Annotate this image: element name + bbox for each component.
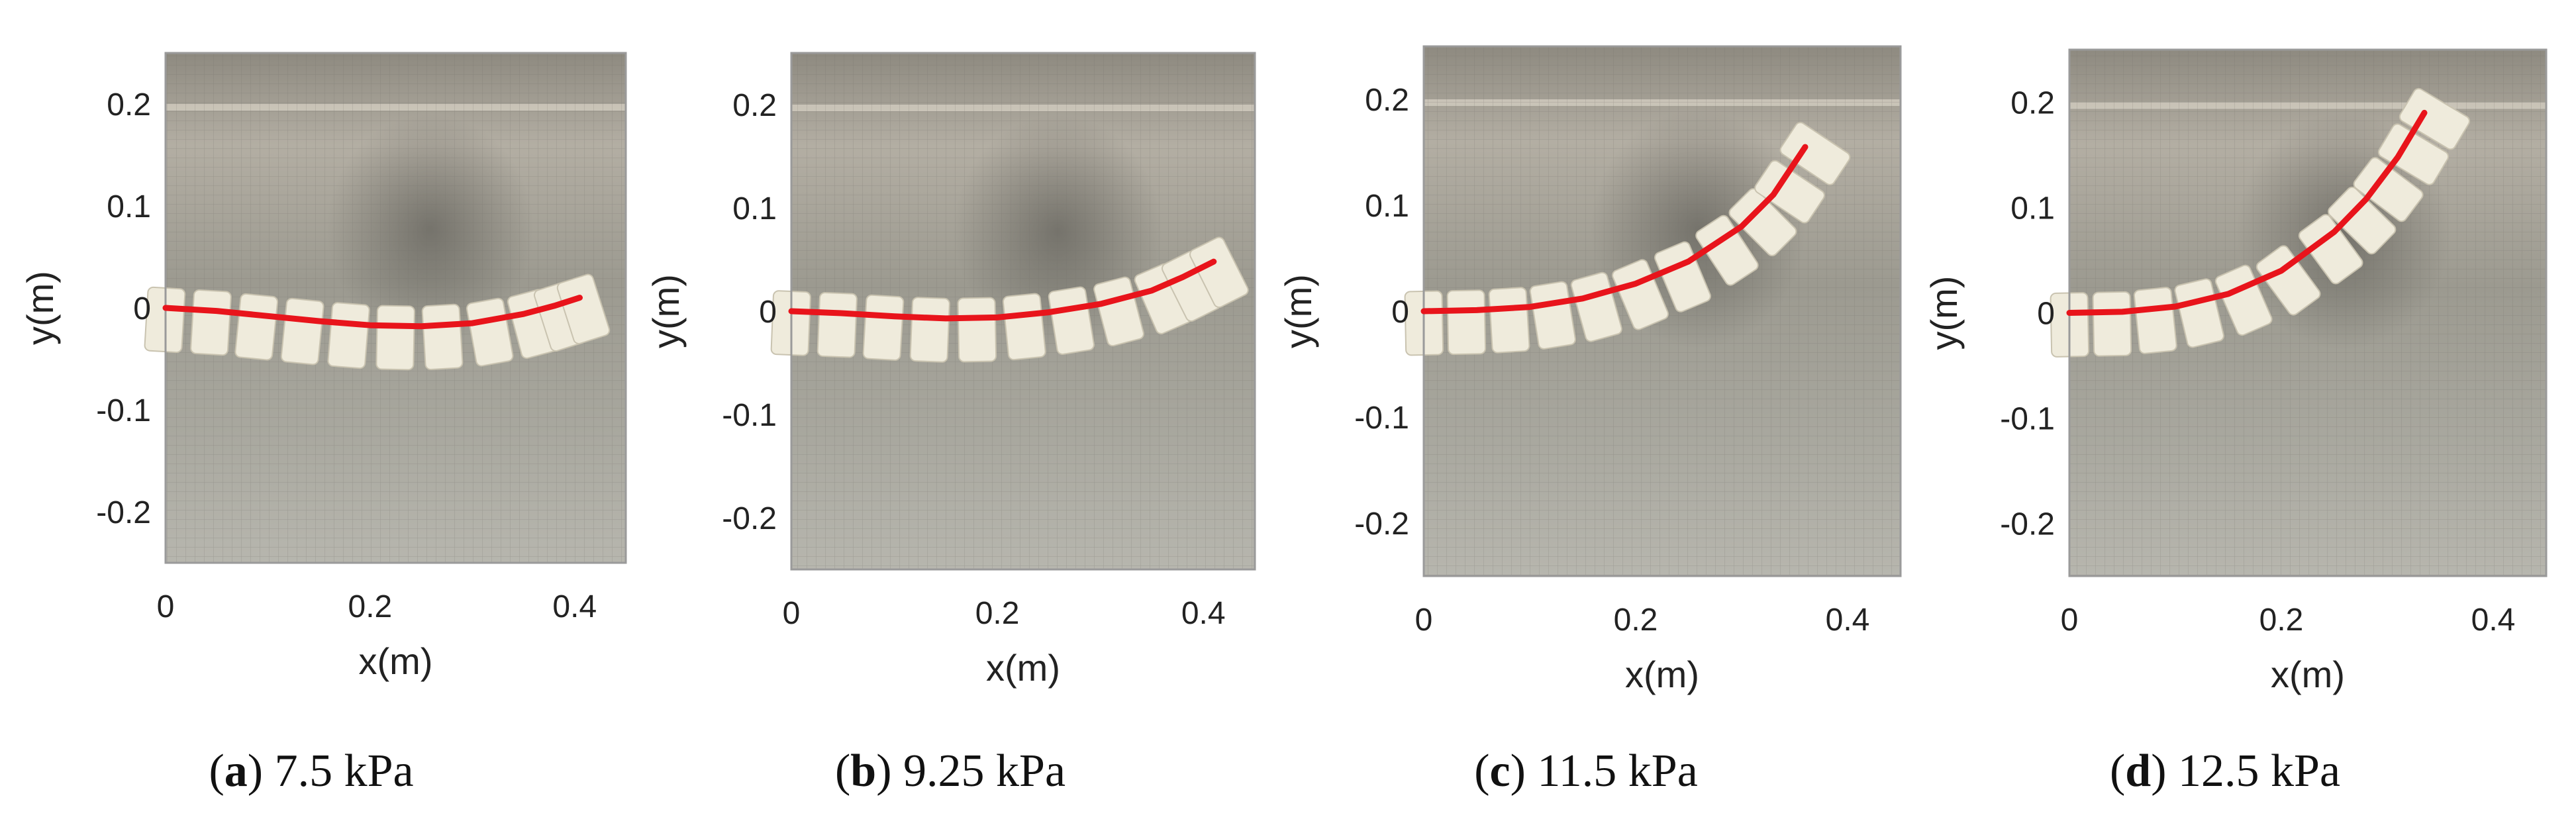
caption-pressure: 12.5 kPa — [2178, 746, 2341, 797]
actuator-segment — [280, 297, 324, 365]
actuator-segment — [1754, 160, 1825, 224]
y-tick-label: 0.1 — [732, 191, 777, 226]
x-tick-label: 0.2 — [975, 596, 1020, 631]
actuator-segment — [817, 292, 858, 358]
actuator-segment — [2298, 214, 2363, 285]
actuator-segment — [1488, 287, 1530, 354]
subfigure-caption-d: (d) 12.5 kPa — [2109, 746, 2341, 797]
y-tick-label: 0.2 — [2010, 86, 2055, 121]
chart-panel-b: 0.2 0.1 0 -0.1 -0.2 0 0.2 0.4 x(m) y(m) — [645, 52, 1256, 689]
caption-letter: d — [2125, 746, 2152, 797]
x-tick-label: 0.4 — [1826, 603, 1870, 638]
x-tick-label: 0.2 — [348, 589, 393, 624]
subfigure-caption-b: (b) 9.25 kPa — [834, 746, 1066, 797]
subfigure-caption-a: (a) 7.5 kPa — [209, 746, 414, 797]
actuator-segment — [1654, 241, 1711, 313]
actuator-segment — [1779, 122, 1851, 185]
x-axis-label: x(m) — [359, 640, 433, 682]
caption-letter: b — [850, 746, 877, 797]
actuator-segment — [375, 305, 415, 371]
y-tick-label: -0.1 — [722, 398, 777, 433]
series-line — [788, 258, 1217, 322]
x-tick-label: 0 — [157, 589, 175, 624]
chart-panel-c: 0.2 0.1 0 -0.1 -0.2 0 0.2 0.4 x(m) y(m) — [1277, 45, 1902, 695]
series-line — [162, 295, 583, 330]
y-tick-label: -0.2 — [722, 501, 777, 536]
y-axis-label: y(m) — [1923, 276, 1965, 350]
y-axis-label: y(m) — [19, 271, 61, 345]
y-tick-label: -0.1 — [1354, 401, 1409, 436]
y-tick-label: 0.1 — [2010, 191, 2055, 226]
actuator-segment — [2353, 157, 2424, 222]
caption-pressure: 11.5 kPa — [1537, 746, 1698, 797]
series-line — [1420, 144, 1808, 315]
x-tick-label: 0.4 — [2471, 603, 2516, 638]
actuator-segment — [2092, 291, 2132, 357]
actuator-segment — [556, 273, 611, 344]
actuator-segment — [1728, 188, 1797, 256]
x-tick-label: 0 — [1415, 603, 1433, 638]
caption-letter: c — [1489, 746, 1511, 797]
y-tick-label: -0.2 — [1354, 507, 1409, 542]
actuator-segment — [234, 293, 279, 361]
actuator-segment — [909, 297, 950, 363]
y-axis-label: y(m) — [1277, 274, 1319, 348]
x-tick-label: 0.4 — [1181, 596, 1226, 631]
x-axis-label: x(m) — [1625, 654, 1699, 695]
actuator-segment — [421, 303, 464, 370]
actuator-segment — [1695, 215, 1759, 286]
y-tick-label: 0 — [759, 295, 777, 330]
series-line — [2066, 109, 2428, 316]
actuator-segment — [1002, 293, 1046, 361]
actuator-segment — [2328, 186, 2397, 255]
subfigure-caption-c: (c) 11.5 kPa — [1474, 746, 1698, 797]
caption-pressure: 7.5 kPa — [274, 746, 414, 797]
actuator-segment — [957, 297, 997, 363]
x-tick-label: 0.2 — [2259, 603, 2304, 638]
y-tick-label: 0.2 — [107, 87, 151, 122]
actuator-segment — [2133, 287, 2177, 354]
y-tick-label: 0 — [133, 291, 151, 326]
y-tick-label: 0.2 — [1365, 83, 1409, 118]
y-tick-label: 0 — [1391, 295, 1409, 330]
chart-panel-a: 0.2 0.1 0 -0.1 -0.2 0 0.2 0.4 x(m) y(m) — [19, 52, 627, 682]
x-tick-label: 0.2 — [1614, 603, 1658, 638]
chart-panel-d: 0.2 0.1 0 -0.1 -0.2 0 0.2 0.4 x(m) y(m) — [1923, 48, 2548, 695]
actuator-segment — [2377, 123, 2450, 185]
y-tick-label: 0.2 — [732, 88, 777, 123]
x-axis-label: x(m) — [2271, 654, 2345, 695]
actuator-segment — [327, 302, 370, 369]
caption-pressure: 9.25 kPa — [903, 746, 1066, 797]
caption-letter: a — [224, 746, 248, 797]
actuator-segment — [2255, 245, 2321, 316]
actuator-segment — [862, 294, 905, 361]
y-tick-label: -0.2 — [2000, 507, 2055, 542]
actuator-segment — [1612, 259, 1669, 330]
x-tick-label: 0 — [783, 596, 801, 631]
x-axis-label: x(m) — [986, 647, 1060, 689]
actuator-segment — [1446, 289, 1487, 356]
actuator-segment — [2214, 264, 2273, 336]
y-tick-label: 0.1 — [107, 189, 151, 224]
x-tick-label: 0.4 — [552, 589, 597, 624]
y-tick-label: -0.1 — [2000, 402, 2055, 437]
actuator-segment — [190, 289, 232, 356]
y-tick-label: 0.1 — [1365, 189, 1409, 224]
actuator-segment — [2399, 87, 2471, 150]
x-tick-label: 0 — [2061, 603, 2079, 638]
y-axis-label: y(m) — [645, 274, 687, 348]
y-tick-label: -0.2 — [96, 495, 151, 530]
actuator-segment — [1189, 236, 1249, 308]
y-tick-label: -0.1 — [96, 393, 151, 428]
y-tick-label: 0 — [2037, 297, 2055, 332]
